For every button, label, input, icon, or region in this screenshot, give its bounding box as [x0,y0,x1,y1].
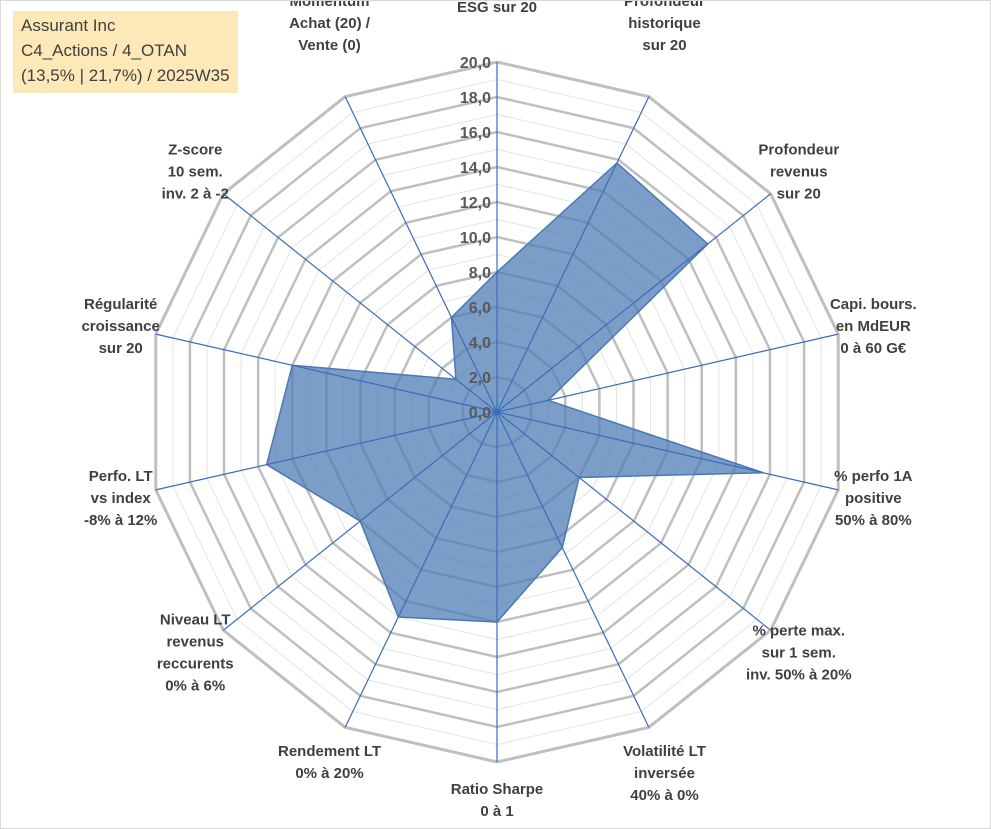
axis-label-line: inv. 2 à -2 [162,185,229,202]
chart-title-line-3: (13,5% | 21,7%) / 2025W35 [21,66,230,85]
axis-label-line: Z-score [168,141,222,158]
axis-label-line: -8% à 12% [84,512,157,529]
axis-label-line: Achat (20) / [289,15,371,32]
axis-label-line: Profondeur [624,1,705,10]
axis-label: Z-score 10 sem. inv. 2 à -2 [162,141,229,202]
axis-label: % perte max. sur 1 sem. inv. 50% à 20% [746,623,852,684]
axis-label-line: ESG sur 20 [457,1,537,16]
axis-spoke [155,333,498,413]
axis-label: Profondeur revenus sur 20 [758,141,839,202]
axis-label-line: 0 à 1 [480,803,513,820]
axis-label-line: sur 20 [99,340,143,357]
axis-spoke [496,96,650,413]
axis-label-line: inversée [634,765,695,782]
axis-label-line: historique [628,15,701,32]
axis-label: % perfo 1A positive 50% à 80% [834,468,913,529]
tick-label: 6,0 [469,300,491,317]
tick-label: 16,0 [460,125,491,142]
axis-label-line: inv. 50% à 20% [746,667,852,684]
axis-label-line: 40% à 0% [630,787,698,804]
tick-label: 12,0 [460,195,491,212]
chart-title-box: Assurant Inc C4_Actions / 4_OTAN (13,5% … [13,11,238,93]
axis-label-line: sur 20 [777,185,821,202]
axis-label-line: positive [845,490,902,507]
tick-labels: 0,0 2,0 4,0 6,0 8,0 10,0 12,0 14,0 16,0 18,0 20,0 [460,55,491,422]
axis-spoke [155,411,498,491]
axis-label-line: Rendement LT [278,743,381,760]
axis-label-line: 0 à 60 G€ [840,340,907,357]
axis-label-line: vs index [91,490,152,507]
axis-labels: NoteESG sur 20 Profondeur historique sur 20… [81,1,916,820]
tick-label: 4,0 [469,335,491,352]
axis-label-line: sur 1 sem. [762,645,836,662]
axis-label-line: croissance [81,318,159,335]
axis-label-line: revenus [166,634,224,651]
axis-label-line: 10 sem. [168,163,223,180]
axis-label-line: Perfo. LT [89,468,153,485]
chart-title-line-1: Assurant Inc [21,16,116,35]
axis-label-line: sur 20 [642,37,686,54]
axis-label: Rendement LT 0% à 20% [278,743,381,782]
tick-label: 8,0 [469,265,491,282]
axis-label: Capi. bours. en MdEUR 0 à 60 G€ [830,296,917,357]
axis-spoke [344,96,498,413]
axis-label: Perfo. LT vs index -8% à 12% [84,468,157,529]
axis-label-line: 50% à 80% [835,512,912,529]
axis-label: Profondeur historique sur 20 [624,1,705,54]
axis-label-line: Profondeur [758,141,839,158]
axis-spoke [496,193,772,413]
tick-label: 18,0 [460,90,491,107]
axis-spoke [496,411,650,728]
tick-label: 0,0 [469,405,491,422]
axis-label: Régularité croissance sur 20 [81,296,159,357]
axis-label-line: % perfo 1A [834,468,913,485]
axis-label-line: Ratio Sharpe [451,781,544,798]
axis-label-line: Capi. bours. [830,296,917,313]
axis-label-line: Momentum [290,1,370,10]
axis-spoke [496,411,772,631]
tick-label: 14,0 [460,160,491,177]
tick-label: 20,0 [460,55,491,72]
axis-label: Niveau LT revenus reccurents 0% à 6% [157,612,234,695]
tick-label: 10,0 [460,230,491,247]
chart-title-line-2: C4_Actions / 4_OTAN [21,41,187,60]
axis-label-line: 0% à 6% [165,678,225,695]
axis-label-line: % perte max. [753,623,846,640]
axis-spoke [344,411,498,728]
axis-label: Volatilité LT inversée 40% à 0% [623,743,706,804]
axis-label-line: en MdEUR [836,318,911,335]
axis-label-line: Volatilité LT [623,743,706,760]
axis-label: Momentum Achat (20) / Vente (0) [289,1,371,54]
axis-label: NoteESG sur 20 [457,1,537,16]
axis-spoke [496,333,839,413]
axis-label-line: Niveau LT [160,612,231,629]
tick-label: 2,0 [469,370,491,387]
axis-label-line: revenus [770,163,828,180]
axis-label-line: Régularité [84,296,157,313]
axis-label: Ratio Sharpe 0 à 1 [451,781,544,820]
axis-spoke [222,411,498,631]
axis-spokes [155,62,839,762]
axis-label-line: 0% à 20% [295,765,363,782]
axis-label-line: Vente (0) [298,37,361,54]
axis-spoke [222,193,498,413]
axis-spoke [496,411,839,491]
axis-label-line: reccurents [157,656,234,673]
